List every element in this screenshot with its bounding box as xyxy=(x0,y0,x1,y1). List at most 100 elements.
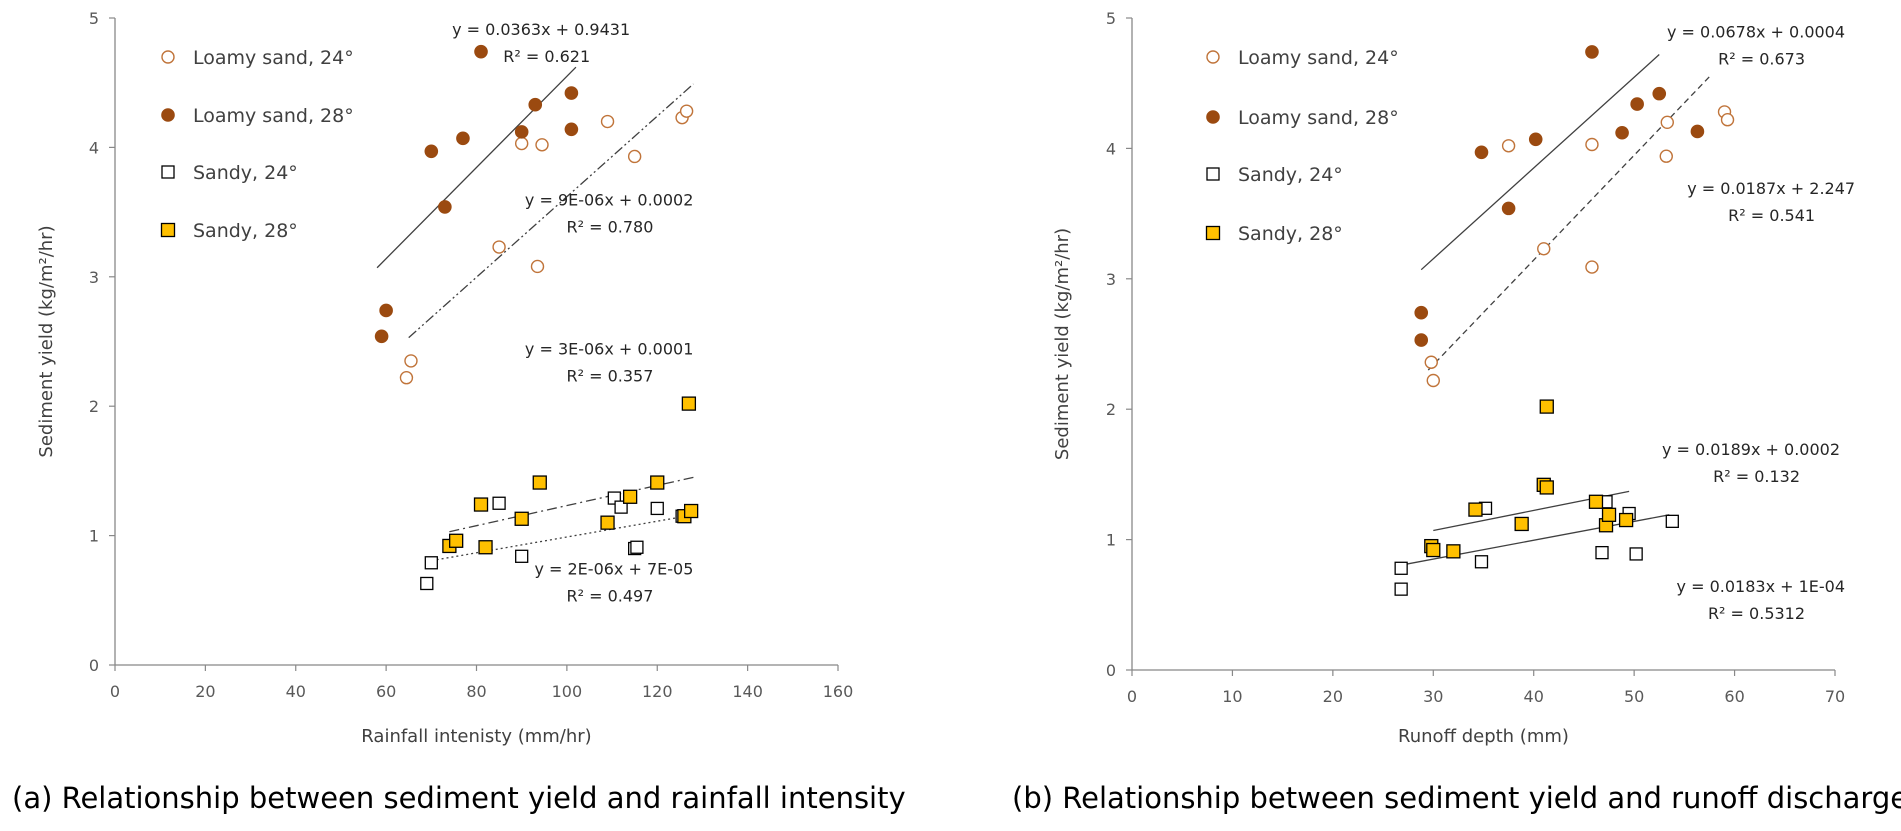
data-point-square-open xyxy=(650,501,664,516)
trend-loamy-28-r2: R² = 0.673 xyxy=(1718,50,1805,69)
trend-sandy-24-line xyxy=(426,514,694,563)
trend-loamy-28-equation: y = 0.0363x + 0.9431 xyxy=(452,20,630,39)
data-point-square-open xyxy=(1595,545,1609,560)
y-tick-label: 1 xyxy=(89,527,99,546)
x-tick-label: 10 xyxy=(1222,687,1242,706)
data-point-circle-open xyxy=(600,114,615,129)
data-point-circle-filled xyxy=(514,125,529,139)
data-point-circle-open xyxy=(535,138,549,152)
y-tick-label: 2 xyxy=(1106,400,1116,419)
x-tick-label: 140 xyxy=(732,682,763,701)
data-point-square-open xyxy=(420,576,434,591)
trend-loamy-28-r2: R² = 0.621 xyxy=(503,47,590,66)
y-tick-label: 5 xyxy=(89,9,99,28)
data-point-circle-open xyxy=(1660,115,1674,130)
data-point-circle-open xyxy=(404,354,418,368)
trend-sandy-24-equation: y = 0.0183x + 1E-04 xyxy=(1677,577,1846,596)
data-point-circle-filled xyxy=(1528,132,1543,147)
y-tick-label: 3 xyxy=(1106,270,1116,289)
legend-label: Loamy sand, 28° xyxy=(1238,107,1399,129)
legend-marker-circle-filled xyxy=(1206,110,1220,124)
data-point-square-filled xyxy=(1426,542,1441,558)
data-point-circle-filled xyxy=(1652,86,1667,101)
data-point-circle-filled xyxy=(374,329,389,344)
data-point-circle-filled xyxy=(379,303,393,318)
x-tick-label: 0 xyxy=(1127,687,1137,706)
data-point-square-open xyxy=(1394,582,1408,596)
data-point-circle-filled xyxy=(528,97,543,112)
data-point-square-filled xyxy=(1514,516,1529,532)
data-point-circle-filled xyxy=(564,122,579,137)
data-point-square-open xyxy=(630,540,644,554)
data-point-circle-filled xyxy=(1474,145,1489,160)
trend-sandy-24-r2: R² = 0.497 xyxy=(566,586,653,605)
legend-label: Loamy sand, 24° xyxy=(1238,47,1399,69)
data-point-square-open xyxy=(492,496,506,510)
data-point-square-open xyxy=(1665,514,1679,528)
chart-panel-b: 0 10 20 30 40 50 60 70 0 1 2 3 4 5 Runoff depth (mm) Se… xyxy=(1012,9,1901,815)
legend-label: Sandy, 28° xyxy=(193,220,298,242)
data-point-square-filled xyxy=(478,540,493,555)
chart-panel-a: 0 20 40 60 80 100 120 140 160 0 1 2 3 4 5 Rainfall inte… xyxy=(12,9,906,815)
x-tick-label: 80 xyxy=(466,682,486,701)
legend-marker-circle-filled xyxy=(161,108,175,122)
trend-loamy-24-line xyxy=(408,83,694,339)
data-point-square-open xyxy=(1394,561,1408,575)
data-point-circle-open xyxy=(1537,242,1551,256)
y-tick-label: 1 xyxy=(1106,531,1116,550)
y-axis-title: Sediment yield (kg/m²/hr) xyxy=(1052,228,1073,460)
trend-sandy-28-r2: R² = 0.357 xyxy=(566,366,653,385)
x-tick-label: 160 xyxy=(823,682,854,701)
x-tick-label: 40 xyxy=(286,682,306,701)
data-point-circle-filled xyxy=(1414,333,1429,347)
y-tick-label: 3 xyxy=(89,268,99,287)
x-tick-label: 20 xyxy=(195,682,215,701)
data-point-circle-open xyxy=(492,240,506,254)
data-point-circle-open xyxy=(1720,113,1735,127)
data-point-square-filled xyxy=(683,503,699,519)
trend-loamy-24-equation: y = 0.0187x + 2.247 xyxy=(1687,179,1855,198)
legend-marker-square-open xyxy=(1206,167,1220,181)
data-point-square-filled xyxy=(622,489,638,504)
figure-caption: (a) Relationship between sediment yield … xyxy=(12,781,906,815)
data-point-circle-filled xyxy=(456,131,470,146)
data-point-circle-filled xyxy=(424,144,439,159)
x-tick-label: 120 xyxy=(642,682,673,701)
x-tick-label: 70 xyxy=(1825,687,1845,706)
data-point-circle-open xyxy=(1585,137,1599,152)
y-tick-label: 4 xyxy=(89,138,99,157)
x-tick-label: 60 xyxy=(376,682,396,701)
trend-loamy-24-line xyxy=(1427,76,1710,371)
legend-label: Sandy, 24° xyxy=(1238,164,1343,186)
data-point-square-open xyxy=(614,500,628,514)
trend-sandy-24-equation: y = 2E-06x + 7E-05 xyxy=(534,559,693,578)
data-point-square-filled xyxy=(514,511,529,526)
legend-marker-square-filled xyxy=(160,222,176,238)
x-tick-label: 20 xyxy=(1323,687,1343,706)
data-point-square-filled xyxy=(1588,494,1604,509)
trend-sandy-28-r2: R² = 0.132 xyxy=(1713,467,1800,486)
x-tick-label: 0 xyxy=(110,682,120,701)
data-point-circle-filled xyxy=(564,86,579,100)
data-point-circle-open xyxy=(514,136,529,151)
data-point-square-filled xyxy=(449,533,464,548)
x-tick-label: 100 xyxy=(552,682,583,701)
trend-loamy-24-equation: y = 9E-06x + 0.0002 xyxy=(525,191,694,210)
legend-label: Sandy, 28° xyxy=(1238,223,1343,245)
trend-sandy-28-equation: y = 0.0189x + 0.0002 xyxy=(1662,440,1840,459)
data-point-circle-open xyxy=(399,371,414,385)
legend-marker-square-filled xyxy=(1205,225,1221,241)
data-point-square-filled xyxy=(532,475,547,490)
legend-marker-square-open xyxy=(161,165,175,179)
data-point-circle-filled xyxy=(1414,305,1429,320)
data-point-square-filled xyxy=(1601,507,1617,522)
data-point-square-filled xyxy=(1539,399,1554,414)
data-point-circle-filled xyxy=(1615,125,1629,140)
data-point-circle-open xyxy=(1424,355,1438,369)
legend-label: Loamy sand, 24° xyxy=(193,47,354,69)
legend-marker-circle-open xyxy=(1206,50,1220,64)
trend-loamy-28-line xyxy=(1420,54,1660,271)
data-point-circle-open xyxy=(530,259,545,274)
data-point-square-open xyxy=(1474,555,1489,569)
data-point-square-open xyxy=(1629,547,1643,561)
